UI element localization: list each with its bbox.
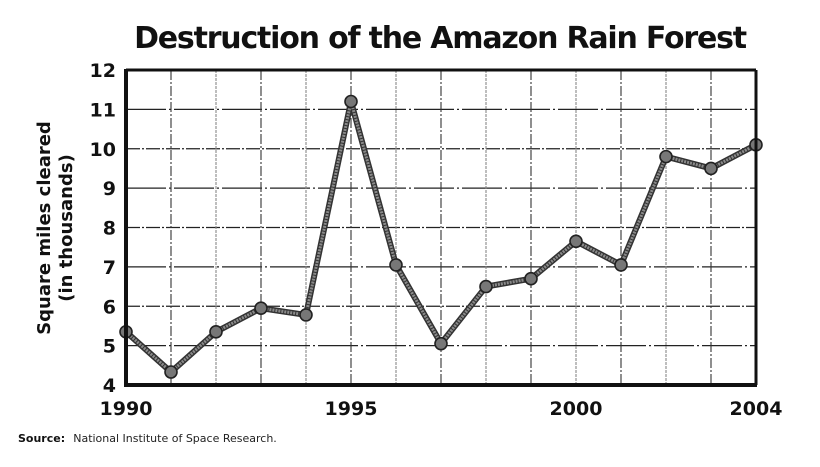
data-point — [704, 161, 718, 176]
data-point — [524, 271, 538, 286]
data-point — [299, 308, 313, 322]
grid — [126, 70, 756, 385]
y-axis-label: Square miles cleared (in thousands) — [34, 121, 77, 335]
data-point — [389, 258, 403, 272]
y-tick-label: 11 — [90, 99, 116, 121]
y-tick-label: 7 — [103, 257, 116, 279]
data-point — [659, 149, 673, 164]
data-point — [209, 325, 223, 339]
y-tick-label: 8 — [103, 218, 116, 240]
y-axis-subtitle: (in thousands) — [56, 154, 77, 302]
y-tick-label: 6 — [103, 296, 116, 318]
x-tick-label: 1995 — [325, 398, 378, 420]
y-tick-label: 5 — [103, 336, 116, 358]
chart-title: Destruction of the Amazon Rain Forest — [134, 21, 747, 56]
data-point — [479, 279, 493, 294]
y-tick-label: 4 — [103, 375, 116, 397]
y-tick-label: 12 — [90, 60, 116, 82]
data-point — [254, 301, 268, 316]
y-tick-label: 10 — [90, 139, 116, 161]
y-tick-labels: 4 5 6 7 8 9 10 11 12 — [90, 60, 116, 397]
x-tick-label: 2000 — [550, 398, 603, 420]
data-point — [434, 336, 448, 351]
x-tick-label: 2004 — [730, 398, 783, 420]
x-tick-label: 1990 — [100, 398, 153, 420]
x-tick-labels: 1990 1995 2000 2004 — [100, 398, 783, 420]
source-text: National Institute of Space Research. — [73, 432, 277, 445]
data-point — [164, 365, 178, 379]
data-point — [614, 258, 628, 272]
axes — [124, 68, 758, 387]
data-point — [569, 234, 583, 249]
source-label: Source: — [18, 432, 65, 445]
source-note: Source: National Institute of Space Rese… — [18, 427, 277, 446]
y-axis-title: Square miles cleared — [34, 121, 55, 335]
data-point — [344, 94, 358, 109]
y-tick-label: 9 — [103, 178, 116, 200]
